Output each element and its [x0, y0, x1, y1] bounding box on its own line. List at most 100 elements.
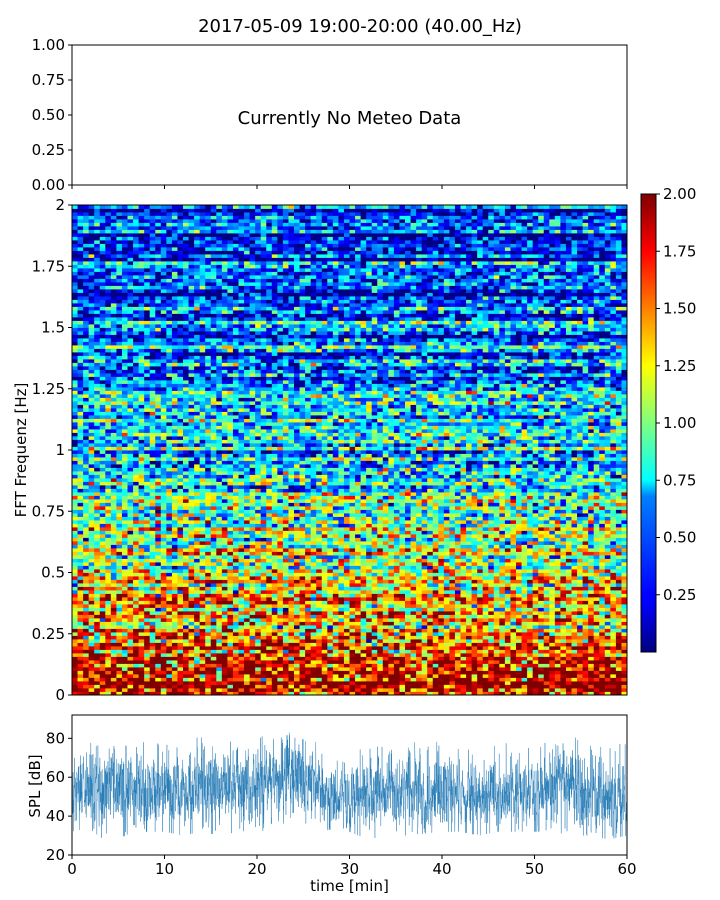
heatmap-cell	[477, 628, 484, 633]
heatmap-cell	[127, 572, 134, 577]
heatmap-cell	[244, 632, 250, 636]
heatmap-cell	[377, 684, 384, 689]
heatmap-cell	[227, 520, 234, 524]
heatmap-cell	[282, 618, 289, 622]
heatmap-cell	[532, 632, 539, 636]
heatmap-cell	[205, 576, 212, 580]
heatmap-cell	[532, 639, 539, 643]
heatmap-cell	[216, 558, 223, 563]
heatmap-cell	[110, 663, 117, 668]
heatmap-cell	[116, 530, 123, 535]
heatmap-cell	[454, 537, 461, 542]
heatmap-cell	[177, 562, 184, 566]
heatmap-cell	[343, 558, 350, 563]
heatmap-cell	[588, 635, 595, 640]
heatmap-cell	[504, 537, 511, 542]
heatmap-cell	[127, 576, 134, 580]
heatmap-cell	[183, 555, 189, 559]
heatmap-cell	[316, 579, 323, 584]
heatmap-cell	[305, 551, 312, 556]
heatmap-cell	[277, 642, 284, 647]
heatmap-cell	[460, 688, 467, 692]
heatmap-cell	[593, 611, 600, 615]
heatmap-cell	[493, 646, 500, 650]
heatmap-cell	[355, 558, 361, 563]
heatmap-cell	[588, 621, 595, 626]
heatmap-cell	[266, 674, 273, 678]
heatmap-cell	[482, 534, 489, 538]
heatmap-cell	[488, 684, 495, 689]
heatmap-cell	[543, 527, 550, 531]
heatmap-cell	[210, 565, 217, 570]
heatmap-cell	[454, 565, 461, 570]
heatmap-cell	[621, 670, 628, 675]
heatmap-cell	[543, 558, 550, 563]
heatmap-cell	[238, 625, 245, 629]
heatmap-cell	[577, 593, 583, 598]
heatmap-cell	[266, 569, 273, 573]
heatmap-cell	[121, 614, 128, 619]
heatmap-cell	[288, 544, 295, 549]
heatmap-cell	[399, 604, 406, 608]
heatmap-cell	[99, 604, 106, 608]
heatmap-cell	[410, 691, 417, 696]
heatmap-cell	[205, 691, 212, 696]
heatmap-cell	[183, 681, 189, 685]
heatmap-cell	[188, 646, 195, 650]
heatmap-cell	[271, 625, 278, 629]
heatmap-cell	[377, 607, 384, 612]
heatmap-cell	[543, 590, 550, 594]
heatmap-cell	[615, 642, 622, 647]
heatmap-cell	[305, 681, 312, 685]
heatmap-cell	[543, 562, 550, 566]
heatmap-cell	[288, 548, 295, 552]
heatmap-cell	[238, 530, 245, 535]
heatmap-cell	[166, 614, 173, 619]
heatmap-cell	[349, 544, 356, 549]
heatmap-cell	[454, 555, 461, 559]
heatmap-cell	[477, 670, 484, 675]
heatmap-cell	[288, 569, 295, 573]
heatmap-cell	[138, 653, 145, 657]
heatmap-cell	[371, 639, 378, 643]
heatmap-cell	[488, 569, 495, 573]
heatmap-cell	[604, 663, 611, 668]
heatmap-cell	[610, 565, 617, 570]
heatmap-cell	[427, 551, 434, 556]
heatmap-cell	[443, 607, 450, 612]
heatmap-cell	[199, 569, 206, 573]
heatmap-cell	[127, 548, 134, 552]
heatmap-cell	[260, 660, 267, 664]
heatmap-cell	[255, 677, 262, 682]
heatmap-cell	[521, 541, 528, 545]
heatmap-cell	[393, 565, 400, 570]
heatmap-cell	[427, 527, 434, 531]
heatmap-cell	[427, 544, 434, 549]
heatmap-cell	[443, 562, 450, 566]
heatmap-cell	[332, 565, 339, 570]
heatmap-cell	[399, 541, 406, 545]
heatmap-cell	[155, 674, 162, 678]
heatmap-cell	[371, 635, 378, 640]
heatmap-cell	[454, 674, 461, 678]
heatmap-cell	[382, 635, 389, 640]
heatmap-cell	[338, 520, 345, 524]
heatmap-cell	[155, 667, 162, 671]
heatmap-cell	[499, 548, 506, 552]
heatmap-cell	[432, 555, 439, 559]
heatmap-cell	[138, 593, 145, 598]
heatmap-cell	[549, 593, 556, 598]
heatmap-cell	[155, 541, 162, 545]
heatmap-cell	[77, 586, 84, 591]
heatmap-cell	[210, 600, 217, 605]
heatmap-cell	[549, 639, 556, 643]
heatmap-cell	[510, 555, 517, 559]
heatmap-cell	[288, 520, 295, 524]
heatmap-cell	[565, 576, 572, 580]
heatmap-cell	[110, 635, 117, 640]
heatmap-cell	[571, 646, 578, 650]
heatmap-cell	[205, 663, 212, 668]
heatmap-cell	[493, 607, 500, 612]
heatmap-cell	[410, 541, 417, 545]
heatmap-cell	[343, 569, 350, 573]
